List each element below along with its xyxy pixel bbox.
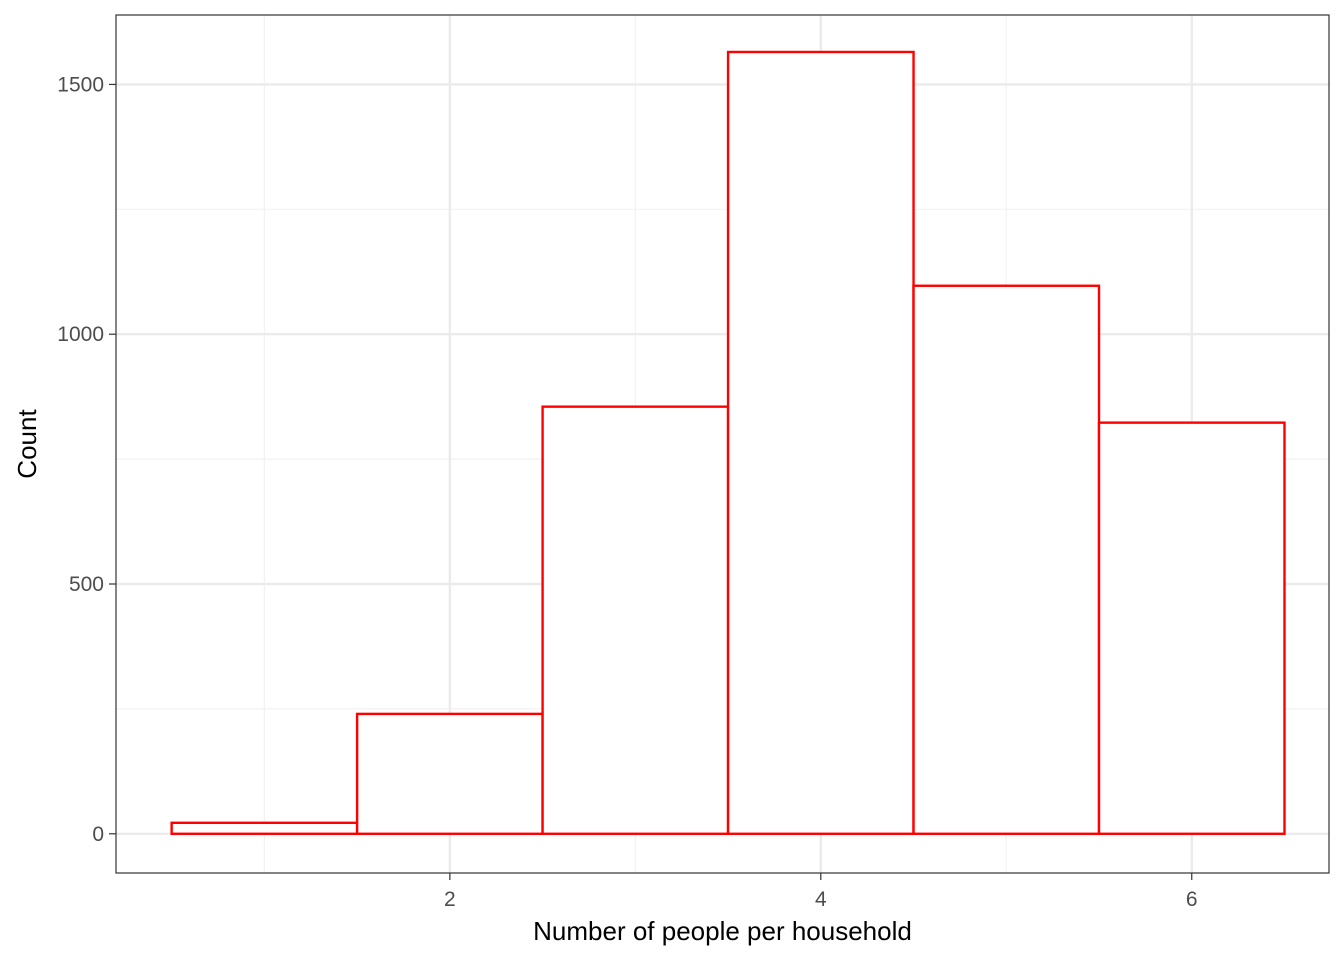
y-tick-label: 500	[69, 573, 104, 596]
panel-border	[115, 14, 1330, 874]
x-axis-title: Number of people per household	[533, 916, 912, 946]
y-axis-title: Count	[12, 409, 42, 479]
histogram-bar	[912, 284, 1101, 835]
histogram-bar	[726, 50, 915, 835]
x-tick-label: 6	[1186, 888, 1198, 911]
histogram-bar	[355, 712, 544, 835]
histogram-bar	[541, 405, 730, 835]
y-axis-ticks: 0 500 1000 1500	[57, 73, 116, 846]
histogram-bars	[170, 50, 1286, 835]
x-tick-label: 4	[815, 888, 827, 911]
y-tick-label: 0	[92, 823, 104, 846]
y-tick-label: 1000	[57, 323, 104, 346]
y-tick-label: 1500	[57, 73, 104, 96]
histogram-bar	[170, 821, 359, 835]
x-tick-label: 2	[444, 888, 456, 911]
x-axis-ticks: 2 4 6	[444, 873, 1198, 911]
histogram-bar	[1097, 421, 1286, 835]
